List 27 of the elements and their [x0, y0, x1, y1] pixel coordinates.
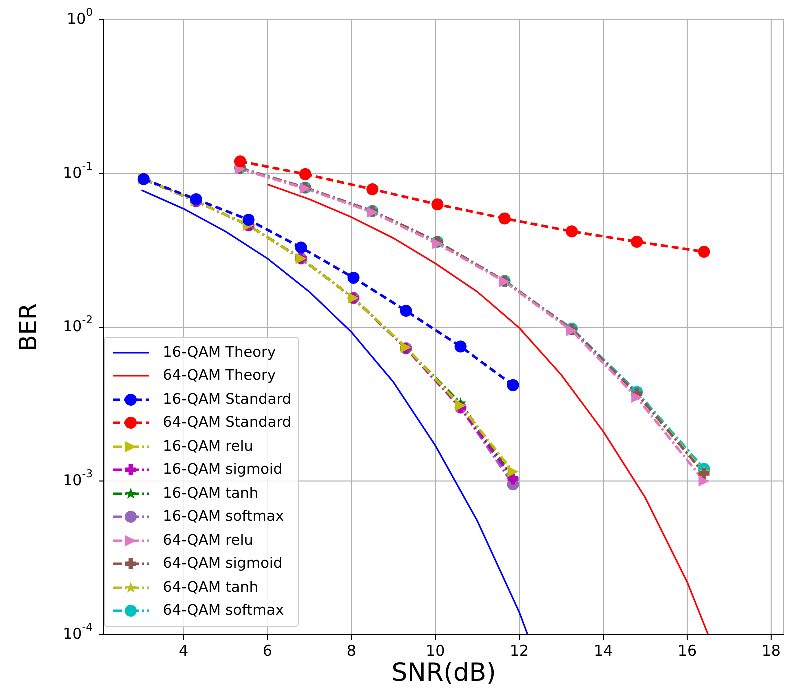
- legend-label: 16-QAM sigmoid: [163, 462, 283, 478]
- x-tick-label: 16: [678, 642, 698, 660]
- x-tick-label: 10: [426, 642, 446, 660]
- legend-label: 64-QAM sigmoid: [163, 556, 283, 572]
- y-axis-title: BER: [14, 303, 43, 352]
- legend-label: 64-QAM softmax: [163, 603, 284, 620]
- x-tick-label: 18: [762, 642, 781, 660]
- legend-label: 16-QAM relu: [163, 438, 254, 455]
- y-tick-label: 10$^{-1}$: [63, 160, 93, 182]
- x-tick-label: 8: [346, 642, 356, 660]
- legend-label: 64-QAM tanh: [163, 580, 259, 596]
- y-tick-label: 10$^{0}$: [67, 6, 94, 28]
- x-axis-title: SNR(dB): [392, 658, 496, 687]
- legend-label: 64-QAM Standard: [163, 415, 292, 432]
- legend-label: 16-QAM Theory: [163, 344, 276, 361]
- legend-label: 16-QAM Standard: [163, 392, 292, 408]
- x-tick-label: 4: [178, 642, 189, 660]
- y-tick-label: 10$^{-2}$: [63, 314, 93, 336]
- legend-label: 64-QAM Theory: [163, 368, 276, 384]
- x-tick-label: 12: [510, 642, 530, 660]
- x-tick-label: 6: [262, 642, 272, 660]
- x-tick-label: 14: [594, 642, 614, 660]
- y-tick-label: 10$^{-3}$: [63, 468, 93, 490]
- legend-label: 64-QAM relu: [163, 532, 254, 549]
- legend-label: 16-QAM softmax: [163, 509, 284, 526]
- y-tick-label: 10$^{-4}$: [63, 621, 94, 644]
- legend-label: 16-QAM tanh: [163, 486, 259, 502]
